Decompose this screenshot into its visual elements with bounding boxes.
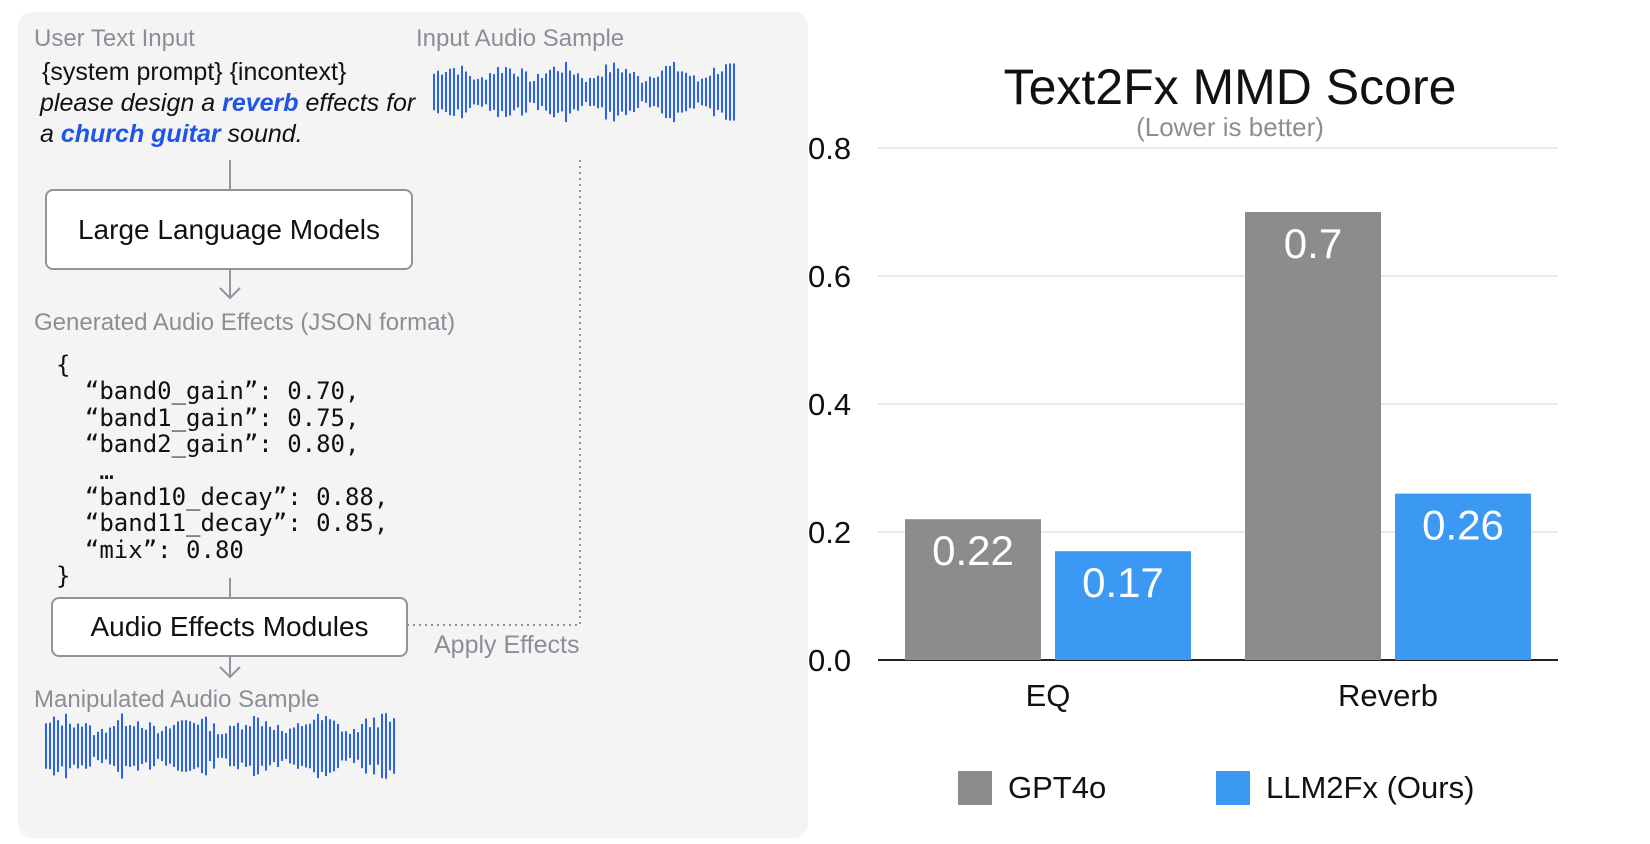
arrowhead-llm-to-json [219, 287, 241, 300]
input-waveform-icon [433, 61, 735, 123]
json-line: { [56, 351, 71, 379]
pipeline-diagram-panel [18, 12, 808, 838]
bar [1245, 212, 1381, 660]
bar-value-label: 0.26 [1422, 502, 1504, 549]
y-tick-label: 0.2 [808, 515, 851, 550]
apply-effects-label: Apply Effects [434, 631, 580, 659]
bar [905, 519, 1041, 660]
y-tick-label: 0.6 [808, 259, 851, 294]
generated-effects-label: Generated Audio Effects (JSON format) [34, 309, 456, 336]
legend-swatch-gpt4o [958, 771, 992, 805]
legend-label-llm2fx: LLM2Fx (Ours) [1266, 770, 1475, 805]
prompt-line-1: {system prompt} {incontext} [42, 58, 347, 86]
legend-swatch-llm2fx [1216, 771, 1250, 805]
bar [1055, 551, 1191, 660]
llm-box: Large Language Models [45, 189, 413, 270]
audio-effects-modules-box: Audio Effects Modules [51, 597, 408, 657]
json-line: “band10_decay”: 0.88, [84, 483, 389, 512]
chart-title: Text2Fx MMD Score [1003, 59, 1457, 115]
keyword-reverb: reverb [222, 89, 299, 117]
json-line: “mix”: 0.80 [84, 535, 244, 564]
arrowhead-afx-to-output [219, 666, 241, 679]
output-waveform-icon [45, 713, 395, 779]
json-line: … [99, 456, 114, 485]
json-line: “band1_gain”: 0.75, [84, 403, 360, 432]
y-tick-label: 0.4 [808, 387, 851, 422]
prompt-line-2: please design a reverb effects for [40, 89, 416, 117]
legend-item-llm2fx: LLM2Fx (Ours) [1216, 770, 1474, 806]
legend-label-gpt4o: GPT4o [1008, 770, 1107, 805]
input-audio-label: Input Audio Sample [416, 25, 625, 52]
user-text-input-label: User Text Input [34, 25, 195, 52]
bar-value-label: 0.22 [932, 527, 1014, 574]
json-line: } [56, 562, 71, 591]
manipulated-audio-label: Manipulated Audio Sample [34, 686, 320, 713]
legend-item-gpt4o: GPT4o [958, 770, 1106, 806]
json-effects-code: { “band0_gain”: 0.70, “band1_gain”: 0.75… [56, 352, 388, 590]
x-tick-label: EQ [1026, 678, 1071, 713]
y-tick-label: 0.8 [808, 131, 851, 166]
json-line: “band0_gain”: 0.70, [84, 377, 360, 406]
bar-value-label: 0.17 [1082, 559, 1164, 606]
bar [1395, 493, 1531, 660]
chart-subtitle: (Lower is better) [1136, 112, 1324, 142]
json-line: “band2_gain”: 0.80, [84, 430, 360, 459]
prompt-line-3: a church guitar sound. [40, 120, 303, 148]
y-tick-label: 0.0 [808, 643, 851, 678]
keyword-church-guitar: church guitar [60, 120, 221, 148]
json-line: “band11_decay”: 0.85, [84, 509, 389, 538]
x-tick-label: Reverb [1338, 678, 1438, 713]
bar-value-label: 0.7 [1284, 220, 1342, 267]
